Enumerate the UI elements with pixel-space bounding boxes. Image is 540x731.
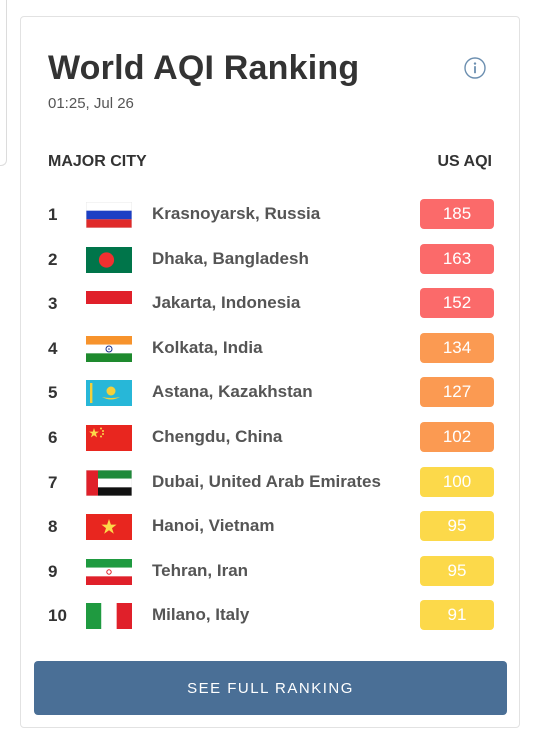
italy-flag-icon <box>86 603 132 630</box>
city-name: Dhaka, Bangladesh <box>152 248 309 268</box>
kazakhstan-flag-icon <box>86 380 132 407</box>
vietnam-flag-icon <box>86 514 132 541</box>
aqi-badge: 100 <box>420 466 494 497</box>
india-flag-icon <box>86 335 132 362</box>
ranking-row[interactable]: 8 Hanoi, Vietnam 95 <box>21 506 519 551</box>
aqi-ranking-card: World AQI Ranking 01:25, Jul 26 MAJOR CI… <box>20 16 520 728</box>
see-full-ranking-button[interactable]: SEE FULL RANKING <box>34 661 507 715</box>
iran-flag-icon <box>86 558 132 585</box>
ranking-row[interactable]: 7 Dubai, United Arab Emirates 100 <box>21 462 519 507</box>
aqi-badge: 152 <box>420 288 494 319</box>
rank-number: 3 <box>48 294 58 314</box>
city-name: Astana, Kazakhstan <box>152 382 313 402</box>
aqi-badge: 91 <box>420 600 494 631</box>
rank-number: 10 <box>48 606 67 626</box>
aqi-badge: 127 <box>420 377 494 408</box>
column-header-city: MAJOR CITY <box>48 153 147 170</box>
rank-number: 2 <box>48 249 58 269</box>
city-name: Milano, Italy <box>152 605 250 625</box>
rank-number: 7 <box>48 472 58 492</box>
ranking-row[interactable]: 9 Tehran, Iran 95 <box>21 551 519 596</box>
info-icon[interactable] <box>464 57 486 79</box>
city-name: Kolkata, India <box>152 337 263 357</box>
rank-number: 5 <box>48 383 58 403</box>
aqi-badge: 95 <box>420 555 494 586</box>
ranking-row[interactable]: 5 Astana, Kazakhstan 127 <box>21 372 519 417</box>
widget-title: World AQI Ranking <box>48 49 360 87</box>
ranking-row[interactable]: 4 Kolkata, India 134 <box>21 328 519 373</box>
ranking-row[interactable]: 1 Krasnoyarsk, Russia 185 <box>21 194 519 239</box>
aqi-badge: 102 <box>420 421 494 452</box>
city-name: Krasnoyarsk, Russia <box>152 204 321 223</box>
ranking-row[interactable]: 3 Jakarta, Indonesia 152 <box>21 283 519 328</box>
uae-flag-icon <box>86 469 132 496</box>
rank-number: 1 <box>48 205 58 224</box>
rank-number: 9 <box>48 561 58 581</box>
column-header-aqi: US AQI <box>437 153 492 170</box>
bangladesh-flag-icon <box>86 246 132 273</box>
china-flag-icon <box>86 424 132 451</box>
ranking-row[interactable]: 2 Dhaka, Bangladesh 163 <box>21 239 519 284</box>
russia-flag-icon <box>86 202 132 228</box>
city-name: Chengdu, China <box>152 426 283 446</box>
ranking-row[interactable]: 10 Milano, Italy 91 <box>21 595 519 640</box>
update-timestamp: 01:25, Jul 26 <box>48 95 134 112</box>
ranking-list: 1 Krasnoyarsk, Russia 185 2 Dhaka, Bangl… <box>21 194 519 640</box>
city-name: Tehran, Iran <box>152 560 249 580</box>
aqi-badge: 163 <box>420 243 494 274</box>
aqi-badge: 95 <box>420 511 494 542</box>
rank-number: 8 <box>48 517 58 537</box>
city-name: Hanoi, Vietnam <box>152 516 275 536</box>
rank-number: 6 <box>48 427 58 447</box>
indonesia-flag-icon <box>86 291 132 318</box>
ranking-row[interactable]: 6 Chengdu, China 102 <box>21 417 519 462</box>
aqi-badge: 134 <box>420 332 494 363</box>
aqi-badge: 185 <box>420 199 494 229</box>
adjacent-card-edge <box>0 0 7 166</box>
city-name: Dubai, United Arab Emirates <box>152 471 381 491</box>
city-name: Jakarta, Indonesia <box>152 293 301 313</box>
rank-number: 4 <box>48 338 58 358</box>
